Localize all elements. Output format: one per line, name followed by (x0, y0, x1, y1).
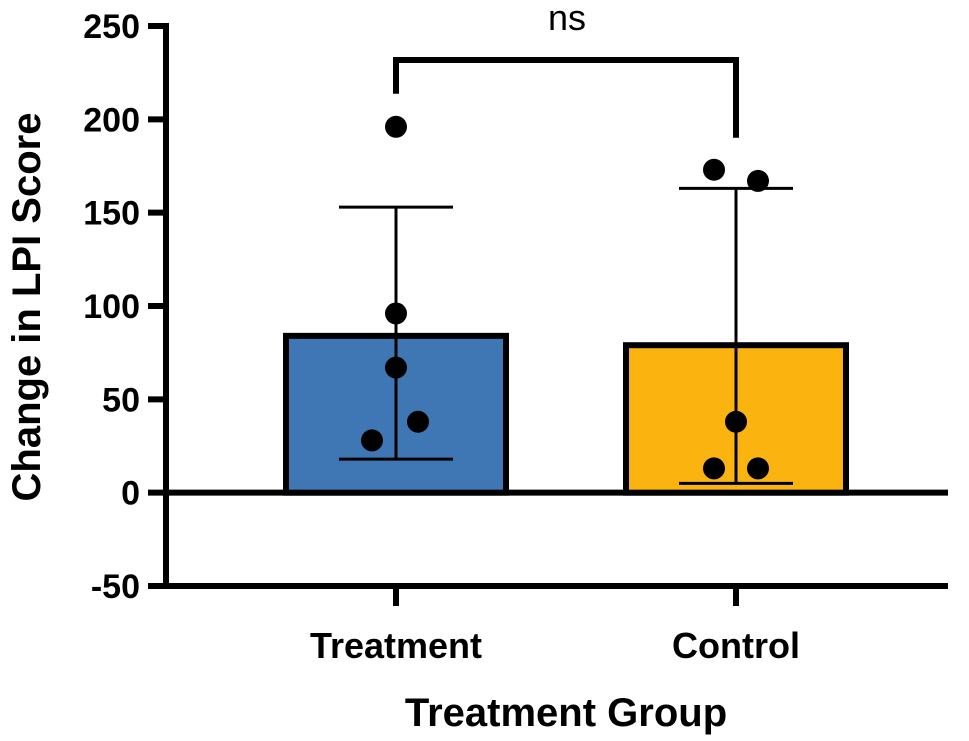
y-tick-label: 200 (83, 101, 140, 139)
y-tick-label: 250 (83, 8, 140, 46)
data-point (385, 356, 407, 379)
significance-label: ns (548, 0, 586, 38)
y-tick-label: 0 (121, 475, 140, 513)
axes: -50 0 50 100 150 200 250 Treatment Control (83, 8, 948, 666)
data-point (747, 457, 769, 480)
data-point (361, 429, 383, 452)
y-axis-title: Change in LPI Score (5, 113, 49, 502)
data-point (385, 115, 407, 138)
x-tick-label: Treatment (310, 625, 482, 666)
x-tick-label: Control (672, 625, 800, 666)
significance-bracket: ns (393, 0, 739, 138)
y-tick-label: 150 (83, 195, 140, 233)
error-bars (339, 186, 793, 485)
x-axis-title: Treatment Group (405, 691, 727, 735)
y-tick-label: -50 (91, 568, 140, 606)
y-tick-label: 50 (102, 381, 140, 419)
data-point (747, 169, 769, 192)
data-points (361, 115, 769, 480)
data-point (725, 410, 747, 433)
y-tick-label: 100 (83, 288, 140, 326)
data-point (703, 457, 725, 480)
significance-bracket-line (393, 57, 739, 138)
data-point (385, 302, 407, 325)
data-point (407, 410, 429, 433)
data-point (703, 158, 725, 181)
